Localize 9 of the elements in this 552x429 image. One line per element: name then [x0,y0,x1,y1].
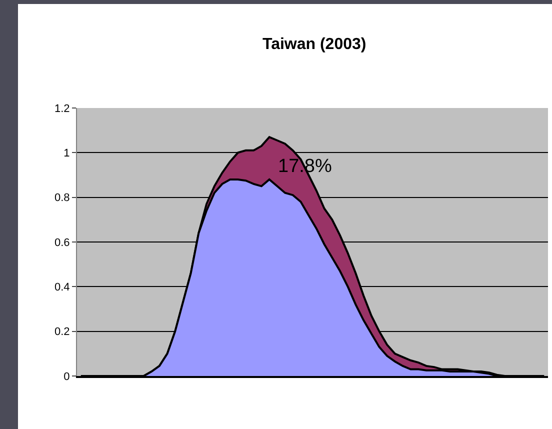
y-tick-label: 0.2 [54,326,70,338]
y-tick-label: 1.2 [54,102,70,115]
y-tick-label: 1 [64,148,70,160]
y-tick-label: 0.8 [54,192,70,204]
chart-title: Taiwan (2003) [262,36,366,54]
annotation: 17.8% [278,156,332,177]
y-tick-label: 0.4 [54,282,70,294]
y-tick-label: 0.6 [54,236,70,249]
y-tick-label: 0 [64,370,70,383]
